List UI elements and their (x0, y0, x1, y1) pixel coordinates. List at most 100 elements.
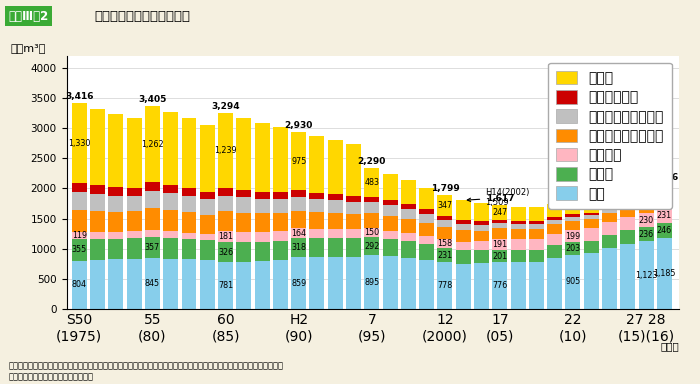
Text: 292: 292 (364, 242, 379, 251)
Bar (474, 230, 489, 242)
Text: 347: 347 (438, 201, 452, 210)
Bar (638, 242, 654, 309)
Bar (181, 196, 197, 212)
Bar (237, 232, 251, 242)
Bar (255, 199, 270, 214)
Bar (163, 231, 179, 238)
Bar (584, 228, 598, 240)
Text: 181: 181 (218, 232, 233, 242)
Bar (566, 217, 580, 221)
Text: 3,416: 3,416 (65, 92, 94, 101)
Bar (291, 257, 306, 309)
Bar (218, 262, 233, 309)
Bar (163, 112, 179, 185)
Bar (438, 195, 452, 216)
Bar (255, 232, 270, 242)
Bar (492, 250, 508, 262)
Bar (218, 232, 233, 242)
Bar (218, 242, 233, 262)
Bar (566, 255, 580, 309)
Text: 3,294: 3,294 (211, 102, 240, 111)
Text: 164: 164 (291, 228, 306, 238)
Bar (529, 222, 544, 224)
Bar (108, 212, 123, 232)
Bar (401, 218, 416, 233)
Bar (255, 261, 270, 309)
Bar (346, 229, 361, 238)
Bar (620, 190, 636, 203)
Text: 201: 201 (492, 252, 508, 261)
Bar (328, 200, 343, 213)
Text: 国産材の素材生産量の推移: 国産材の素材生産量の推移 (94, 10, 190, 23)
Bar (419, 244, 434, 260)
Bar (127, 196, 141, 211)
Bar (255, 192, 270, 199)
Bar (657, 223, 672, 238)
Bar (346, 214, 361, 229)
Text: 3,405: 3,405 (138, 95, 167, 104)
Bar (72, 261, 87, 309)
Bar (127, 238, 141, 259)
Text: 1,799: 1,799 (430, 184, 459, 193)
Bar (328, 140, 343, 194)
Bar (237, 197, 251, 213)
Bar (108, 239, 123, 259)
Bar (547, 217, 562, 220)
Bar (181, 212, 197, 233)
Bar (237, 262, 251, 309)
Bar (237, 242, 251, 262)
Bar (529, 224, 544, 229)
Bar (145, 191, 160, 208)
Bar (163, 210, 179, 231)
Bar (456, 264, 470, 309)
Text: 注：製材用材、合板用材及びチップ用材が対象（パルプ用材、その他用材、しいたけ原木、燃料材、輸出を含まない。）。: 注：製材用材、合板用材及びチップ用材が対象（パルプ用材、その他用材、しいたけ原木… (8, 361, 284, 370)
Bar (602, 248, 617, 309)
Bar (309, 212, 325, 229)
Bar (657, 200, 672, 202)
Bar (255, 123, 270, 192)
Bar (547, 258, 562, 309)
Bar (657, 238, 672, 309)
Text: 778: 778 (438, 281, 453, 290)
Bar (492, 228, 508, 238)
Bar (529, 239, 544, 250)
Bar (364, 228, 379, 237)
Bar (72, 192, 87, 210)
Bar (474, 263, 489, 309)
Bar (218, 212, 233, 232)
Bar (602, 194, 617, 208)
Legend: 広葉樹, その他钓葉樹, アカマツ・クロマツ, エゾマツ・トドマツ, カラマツ, ヒノキ, スギ: 広葉樹, その他钓葉樹, アカマツ・クロマツ, エゾマツ・トドマツ, カラマツ,… (548, 63, 672, 209)
Bar (492, 262, 508, 309)
Bar (309, 199, 325, 212)
Bar (547, 233, 562, 245)
Bar (273, 260, 288, 309)
Bar (90, 194, 105, 211)
Bar (529, 262, 544, 309)
Bar (309, 193, 325, 199)
Bar (237, 118, 251, 190)
Bar (566, 200, 580, 214)
Bar (328, 257, 343, 309)
Bar (419, 236, 434, 244)
Bar (492, 223, 508, 228)
Bar (638, 206, 654, 213)
Bar (529, 229, 544, 239)
Bar (108, 232, 123, 239)
Bar (566, 214, 580, 217)
Text: 203: 203 (566, 244, 580, 253)
Text: 326: 326 (218, 248, 233, 257)
Bar (127, 211, 141, 231)
Bar (474, 203, 489, 221)
Bar (602, 235, 617, 248)
Text: 1,262: 1,262 (141, 140, 164, 149)
Bar (90, 232, 105, 239)
Text: 199: 199 (566, 232, 580, 241)
Text: 357: 357 (145, 243, 160, 252)
Bar (492, 220, 508, 223)
Bar (72, 103, 87, 183)
Bar (108, 196, 123, 212)
Bar (529, 207, 544, 222)
Bar (273, 126, 288, 192)
Bar (291, 228, 306, 238)
Bar (291, 211, 306, 228)
